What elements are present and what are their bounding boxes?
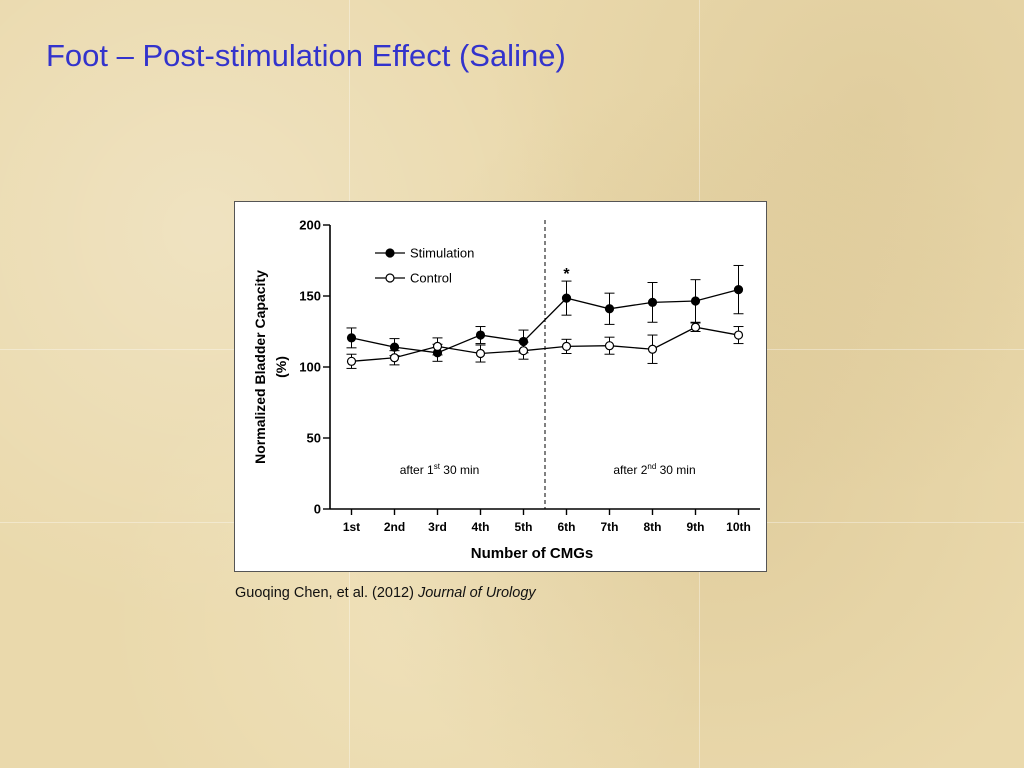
y-axis-label: Normalized Bladder Capacity <box>252 270 268 464</box>
line-chart: 0 50 100 150 200 1st 2nd 3rd 4th 5th 6th 7th 8th 9th 1… <box>252 218 760 562</box>
data-point-stimulation <box>733 285 744 295</box>
series-line-stimulation <box>351 288 739 354</box>
citation-journal: Journal of Urology <box>417 585 536 601</box>
data-point-stimulation <box>561 293 572 303</box>
data-point-stimulation <box>690 296 701 306</box>
data-point-stimulation <box>389 342 400 352</box>
data-point-control <box>647 344 658 354</box>
y-tick-label: 200 <box>299 218 321 233</box>
data-point-control <box>561 341 572 352</box>
x-tick-label: 1st <box>343 520 360 534</box>
citation-authors: Guoqing Chen, et al. (2012) <box>235 585 414 601</box>
y-tick-label: 100 <box>299 360 321 375</box>
phase1-label: after 1st 30 min <box>400 462 480 477</box>
x-tick-label: 7th <box>601 520 619 534</box>
x-axis-label: Number of CMGs <box>471 545 594 562</box>
data-point-control <box>604 341 615 351</box>
data-point-control <box>690 322 701 332</box>
y-tick-label: 150 <box>299 289 321 304</box>
y-axis-label-unit: (%) <box>273 356 289 378</box>
phase2-label: after 2nd 30 min <box>613 462 695 477</box>
significance-marker: * <box>563 266 570 283</box>
x-tick-label: 10th <box>726 520 751 534</box>
legend-marker <box>385 273 395 283</box>
y-tick-label: 50 <box>307 431 321 446</box>
data-point-stimulation <box>604 304 615 314</box>
citation: Guoqing Chen, et al. (2012) Journal of U… <box>235 585 536 601</box>
data-point-control <box>475 348 486 359</box>
x-tick-label: 4th <box>472 520 490 534</box>
data-point-control <box>432 341 443 352</box>
legend-label: Stimulation <box>410 246 474 261</box>
data-point-stimulation <box>475 330 486 340</box>
y-tick-label: 0 <box>314 502 321 517</box>
legend-label: Control <box>410 271 452 286</box>
legend-marker <box>385 248 395 258</box>
x-tick-label: 2nd <box>384 520 405 534</box>
data-point-control <box>733 330 744 340</box>
x-tick-label: 5th <box>515 520 533 534</box>
data-point-control <box>346 356 357 366</box>
x-tick-label: 3rd <box>428 520 447 534</box>
series-line-control <box>351 326 739 362</box>
slide-title: Foot – Post-stimulation Effect (Saline) <box>46 38 566 73</box>
data-point-stimulation <box>647 297 658 307</box>
x-tick-label: 8th <box>644 520 662 534</box>
chart-panel: 0 50 100 150 200 1st 2nd 3rd 4th 5th 6th 7th 8th 9th 1… <box>234 201 767 572</box>
data-point-control <box>518 346 529 356</box>
data-point-control <box>389 353 400 363</box>
data-point-stimulation <box>346 333 357 343</box>
x-tick-label: 6th <box>558 520 576 534</box>
x-tick-label: 9th <box>687 520 705 534</box>
